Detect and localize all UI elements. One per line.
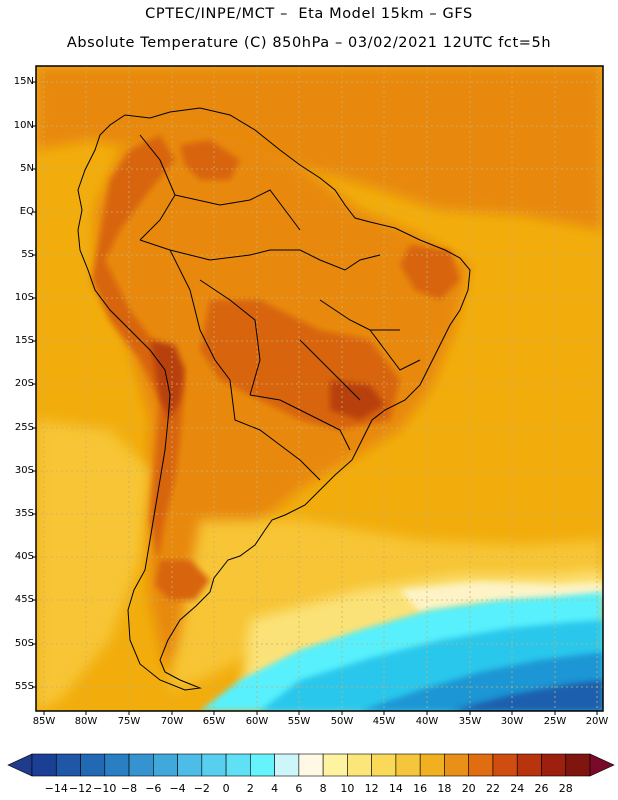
coastline: [77, 107, 471, 691]
colorbar-swatch: [31, 753, 57, 777]
colorbar-label: 4: [271, 782, 279, 795]
lon-label: 75W: [117, 716, 141, 727]
cool-band-south: [36, 420, 603, 711]
lon-label: 30W: [500, 716, 524, 727]
hot-core-patagonia: [155, 560, 210, 600]
very-hot-core-southeast-brazil: [330, 380, 385, 420]
colorbar-label: 28: [558, 782, 573, 795]
colorbar-swatch: [104, 753, 130, 777]
colorbar-label: 2: [246, 782, 254, 795]
lat-label: 35S: [14, 508, 34, 519]
colorbar-swatch: [541, 753, 567, 777]
lon-label: 70W: [160, 716, 184, 727]
colorbar-label: 24: [510, 782, 525, 795]
hot-core-northeast-brazil: [400, 245, 460, 300]
lat-label: 40S: [14, 551, 34, 562]
lon-label: 25W: [543, 716, 567, 727]
map-title-line-1: CPTEC/INPE/MCT – Eta Model 15km – GFS: [145, 6, 473, 22]
map-frame: [35, 65, 604, 712]
colorbar-swatch: [201, 753, 227, 777]
colorbar-swatch: [347, 753, 372, 777]
colorbar-label: 26: [534, 782, 549, 795]
colorbar-label: 18: [437, 782, 452, 795]
map-title-line-2: Absolute Temperature (C) 850hPa – 03/02/…: [66, 35, 552, 51]
colorbar-swatch: [298, 753, 324, 777]
lat-label: 45S: [14, 594, 34, 605]
colorbar-label: 14: [388, 782, 403, 795]
lat-label: 5S: [21, 249, 34, 260]
colorbar-label: −2: [193, 782, 210, 795]
colorbar-label: 8: [319, 782, 327, 795]
colorbar-swatch: [468, 753, 494, 777]
colorbar-label: −10: [93, 782, 117, 795]
lon-label: 55W: [287, 716, 311, 727]
colorbar-label: 6: [295, 782, 303, 795]
cold-band-deep-blue: [450, 680, 603, 711]
lon-label: 60W: [245, 716, 269, 727]
lon-label: 65W: [202, 716, 226, 727]
lon-label: 40W: [415, 716, 439, 727]
lon-label: 50W: [330, 716, 354, 727]
colorbar-swatch: [322, 753, 348, 777]
colorbar-swatch: [419, 753, 445, 777]
colorbar-label: −12: [68, 782, 93, 795]
lat-label: 10S: [14, 292, 34, 303]
lat-label: 25S: [14, 422, 34, 433]
colorbar-swatch: [274, 753, 300, 777]
lat-label: 20S: [14, 378, 34, 389]
colorbar-swatch: [444, 753, 469, 777]
warm-band-north: [36, 66, 603, 230]
lon-label: 35W: [458, 716, 482, 727]
colorbar-label: 16: [413, 782, 428, 795]
lon-label: 85W: [32, 716, 56, 727]
colorbar-swatch: [395, 753, 421, 777]
lat-label: EQ: [19, 206, 34, 217]
colorbar-swatch: [250, 753, 275, 777]
colorbar-swatch: [565, 753, 591, 777]
lon-label: 20W: [585, 716, 609, 727]
colorbar-swatch: [371, 753, 397, 777]
colorbar-label: −4: [169, 782, 186, 795]
colorbar-swatch: [55, 753, 81, 777]
colorbar-label: 20: [461, 782, 476, 795]
hot-core-venezuela: [180, 140, 240, 180]
lat-label: 15S: [14, 335, 34, 346]
colorbar-label: 0: [222, 782, 230, 795]
colorbar-label: 10: [340, 782, 355, 795]
lat-label: 30S: [14, 465, 34, 476]
lat-label: 15N: [13, 76, 34, 87]
colorbar-label: −6: [145, 782, 162, 795]
hot-core-andes: [92, 135, 185, 560]
colorbar-label: 12: [364, 782, 379, 795]
lon-label: 45W: [372, 716, 396, 727]
colorbar-swatch: [492, 753, 518, 777]
colorbar-swatch: [153, 753, 178, 777]
colorbar: [7, 753, 615, 777]
colorbar-swatch: [80, 753, 106, 777]
colorbar-swatch: [225, 753, 251, 777]
colorbar-swatch: [177, 753, 203, 777]
lon-label: 80W: [74, 716, 98, 727]
temperature-map: [32, 65, 604, 715]
lat-label: 50S: [14, 638, 34, 649]
country-borders: [77, 107, 471, 691]
colorbar-label: 22: [485, 782, 500, 795]
lat-label: 55S: [14, 681, 34, 692]
colorbar-label: −8: [120, 782, 138, 795]
colorbar-swatch: [128, 753, 154, 777]
colorbar-high-arrow: [589, 753, 615, 777]
lat-label: 5N: [20, 163, 34, 174]
colorbar-low-arrow: [7, 753, 33, 777]
lat-label: 10N: [13, 120, 34, 131]
colorbar-label: −14: [44, 782, 68, 795]
colorbar-swatch: [516, 753, 542, 777]
cream-band: [400, 582, 603, 612]
inner-borders: [139, 134, 421, 481]
